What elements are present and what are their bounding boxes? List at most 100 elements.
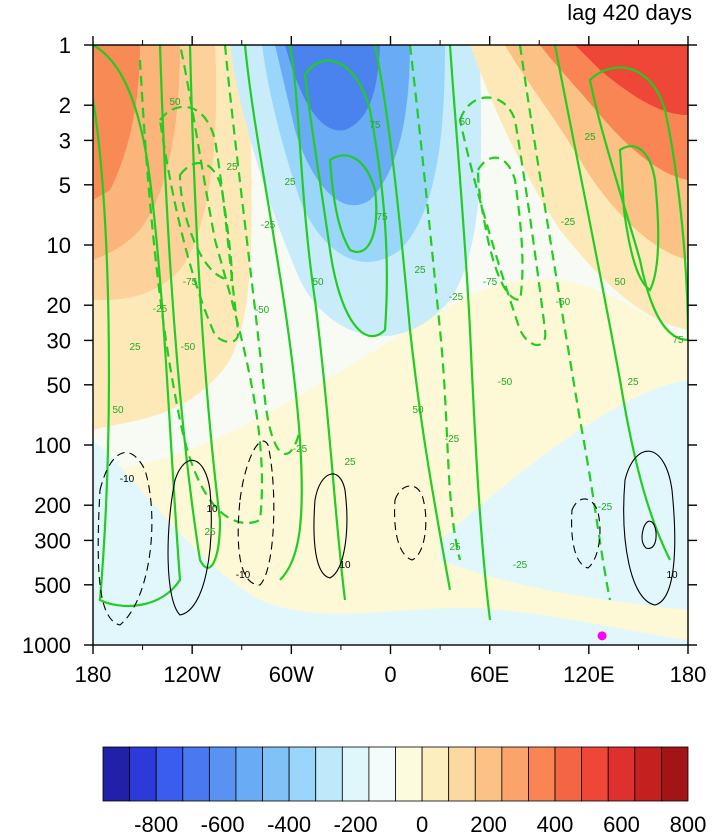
colorbar-swatch	[554, 746, 583, 802]
colorbar-swatch	[395, 746, 423, 802]
contour-label: 25	[344, 457, 356, 468]
y-tick-label: 1000	[22, 633, 71, 658]
contour-label: -25	[449, 292, 464, 303]
colorbar	[102, 746, 689, 802]
contour-label: -50	[181, 342, 196, 353]
x-tick-label: 0	[384, 662, 396, 687]
green-contour-dashed	[476, 156, 524, 302]
contour-label: 75	[369, 120, 381, 131]
contour-label: -75	[183, 277, 198, 288]
green-contour	[288, 45, 347, 601]
y-tick-label: 30	[47, 328, 71, 353]
colorbar-swatch	[155, 746, 184, 802]
contour-label: -25	[561, 217, 576, 228]
contour-label: 25	[449, 542, 461, 553]
field-cool-mid-4	[285, 45, 380, 131]
contour-label: 50	[459, 117, 471, 128]
y-tick-label: 500	[34, 573, 71, 598]
colorbar-swatch	[421, 746, 450, 802]
chart-title: lag 420 days	[567, 0, 692, 25]
black-contour-dashed	[237, 440, 275, 586]
y-tick-label: 200	[34, 493, 71, 518]
colorbar-tick-label: -600	[201, 812, 245, 837]
contour-label: 50	[614, 277, 626, 288]
contour-label: -25	[293, 444, 308, 455]
x-tick-label: 60W	[269, 662, 314, 687]
colorbar-tick-label: 800	[670, 812, 707, 837]
contour-label: 25	[584, 132, 596, 143]
green-contour	[243, 45, 303, 581]
black-contour	[313, 473, 348, 579]
green-contour	[328, 154, 378, 253]
colorbar-tick-label: -800	[134, 812, 178, 837]
contour-labels: 50 -75 -25 25 -50 50 -25 -50 25 -25 75 7…	[112, 97, 684, 581]
black-contours	[97, 440, 676, 626]
contour-label-black: 10	[666, 570, 678, 581]
green-contour	[618, 145, 660, 292]
colorbar-swatch	[661, 746, 689, 802]
colorbar-swatch	[182, 746, 210, 802]
colorbar-tick-label: 400	[537, 812, 574, 837]
colorbar-swatch	[634, 746, 662, 802]
contour-label: 25	[226, 162, 238, 173]
colorbar-swatch	[607, 746, 636, 802]
y-tick-label: 50	[47, 373, 71, 398]
contour-label-black: -10	[236, 570, 251, 581]
colorbar-tick-label: 600	[603, 812, 640, 837]
black-contour	[167, 459, 212, 616]
green-contour	[158, 45, 222, 569]
contour-label-black: -10	[120, 474, 135, 485]
green-contour-dashed	[158, 105, 240, 343]
x-tick-label: 120W	[163, 662, 221, 687]
x-tick-label: 180	[75, 662, 112, 687]
colorbar-swatch	[315, 746, 343, 802]
colorbar-tick-label: -200	[334, 812, 378, 837]
contour-label: 50	[412, 405, 424, 416]
y-tick-label: 2	[59, 93, 71, 118]
contour-label-black: 10	[339, 560, 351, 571]
y-tick-label: 1	[59, 33, 71, 58]
contour-label: -25	[261, 220, 276, 231]
green-contour	[448, 45, 492, 621]
green-contour	[553, 45, 671, 561]
location-marker	[597, 631, 607, 641]
green-contour-dashed	[518, 45, 612, 601]
contour-label: 25	[627, 377, 639, 388]
colorbar-swatch	[208, 746, 237, 802]
black-contour	[641, 520, 657, 549]
colorbar-swatch	[501, 746, 529, 802]
contour-label-black: 10	[206, 504, 218, 515]
field-warm-left-4	[93, 45, 140, 200]
green-contour	[93, 45, 182, 608]
green-contour-dashed	[408, 45, 462, 561]
contour-label: -25	[598, 502, 613, 513]
contour-label: 50	[312, 277, 324, 288]
green-contour-dashed	[458, 96, 547, 347]
contour-label: -25	[153, 304, 168, 315]
colorbar-swatch	[129, 746, 157, 802]
contour-label: -25	[445, 434, 460, 445]
y-tick-label: 3	[59, 128, 71, 153]
contour-label: 50	[169, 97, 181, 108]
colorbar-swatch	[341, 746, 370, 802]
contour-label: 25	[284, 177, 296, 188]
contour-label: 25	[414, 265, 426, 276]
colorbar-swatch	[235, 746, 263, 802]
colorbar-swatch	[448, 746, 476, 802]
green-contour	[303, 59, 388, 337]
contour-label: 75	[376, 212, 388, 223]
y-tick-label: 300	[34, 528, 71, 553]
colorbar-swatch	[262, 746, 290, 802]
colorbar-tick-label: -400	[267, 812, 311, 837]
contour-label: 75	[672, 335, 684, 346]
colorbar-swatch	[581, 746, 609, 802]
x-axis: 180 120W 60W 0 60E 120E 180	[75, 36, 706, 687]
contour-label: -25	[513, 560, 528, 571]
colorbar-labels: -800 -600 -400 -200 0 200 400 600 800	[134, 812, 706, 837]
y-axis: 1 2 3 5 10 20 30 50 100 200 300 500 1000	[22, 33, 697, 658]
y-tick-label: 20	[47, 293, 71, 318]
colorbar-swatch	[102, 746, 130, 802]
black-contour-dashed	[571, 498, 601, 569]
colorbar-swatch	[528, 746, 556, 802]
